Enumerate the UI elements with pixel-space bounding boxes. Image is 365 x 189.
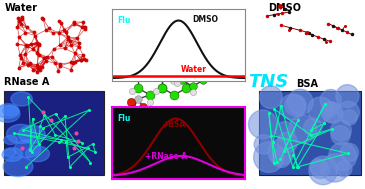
Circle shape (342, 110, 357, 125)
Text: +BSA: +BSA (162, 120, 186, 129)
Circle shape (309, 156, 337, 185)
Ellipse shape (19, 125, 45, 143)
Ellipse shape (2, 148, 23, 161)
Circle shape (249, 110, 277, 139)
Ellipse shape (4, 135, 18, 145)
Text: BSA: BSA (296, 79, 318, 89)
Circle shape (323, 103, 343, 123)
Circle shape (260, 86, 282, 108)
Ellipse shape (11, 92, 32, 106)
Ellipse shape (4, 149, 16, 157)
Circle shape (340, 143, 358, 162)
Text: Water: Water (181, 65, 207, 74)
Text: TNS: TNS (248, 73, 288, 91)
Ellipse shape (0, 104, 19, 118)
Circle shape (254, 142, 284, 172)
Circle shape (331, 126, 350, 145)
Circle shape (304, 118, 322, 136)
Text: Water: Water (5, 3, 38, 13)
Circle shape (336, 161, 352, 177)
Text: Flu: Flu (117, 114, 131, 123)
Text: RNase A: RNase A (4, 77, 49, 87)
Circle shape (272, 148, 291, 167)
Circle shape (311, 160, 330, 179)
Circle shape (320, 90, 341, 111)
Circle shape (287, 89, 313, 115)
Ellipse shape (3, 105, 18, 116)
Ellipse shape (14, 140, 41, 158)
Circle shape (308, 97, 333, 122)
Circle shape (328, 143, 357, 170)
Circle shape (280, 94, 305, 120)
Ellipse shape (26, 146, 49, 162)
Circle shape (321, 154, 349, 182)
Circle shape (254, 135, 274, 154)
Circle shape (338, 101, 359, 123)
Text: DMSO: DMSO (268, 3, 301, 13)
Circle shape (289, 115, 317, 143)
Circle shape (268, 139, 294, 165)
Ellipse shape (3, 157, 33, 177)
Circle shape (321, 102, 341, 122)
Text: Flu: Flu (117, 16, 131, 25)
Text: +RNase A: +RNase A (145, 152, 187, 161)
Circle shape (285, 95, 306, 116)
Ellipse shape (0, 105, 20, 122)
Circle shape (336, 85, 359, 108)
FancyBboxPatch shape (259, 91, 361, 175)
FancyBboxPatch shape (4, 91, 104, 175)
Circle shape (310, 159, 327, 176)
Circle shape (276, 122, 295, 141)
Ellipse shape (7, 124, 35, 143)
Circle shape (331, 120, 351, 141)
Circle shape (323, 102, 337, 116)
Circle shape (277, 132, 297, 152)
Text: DMSO: DMSO (192, 15, 218, 24)
